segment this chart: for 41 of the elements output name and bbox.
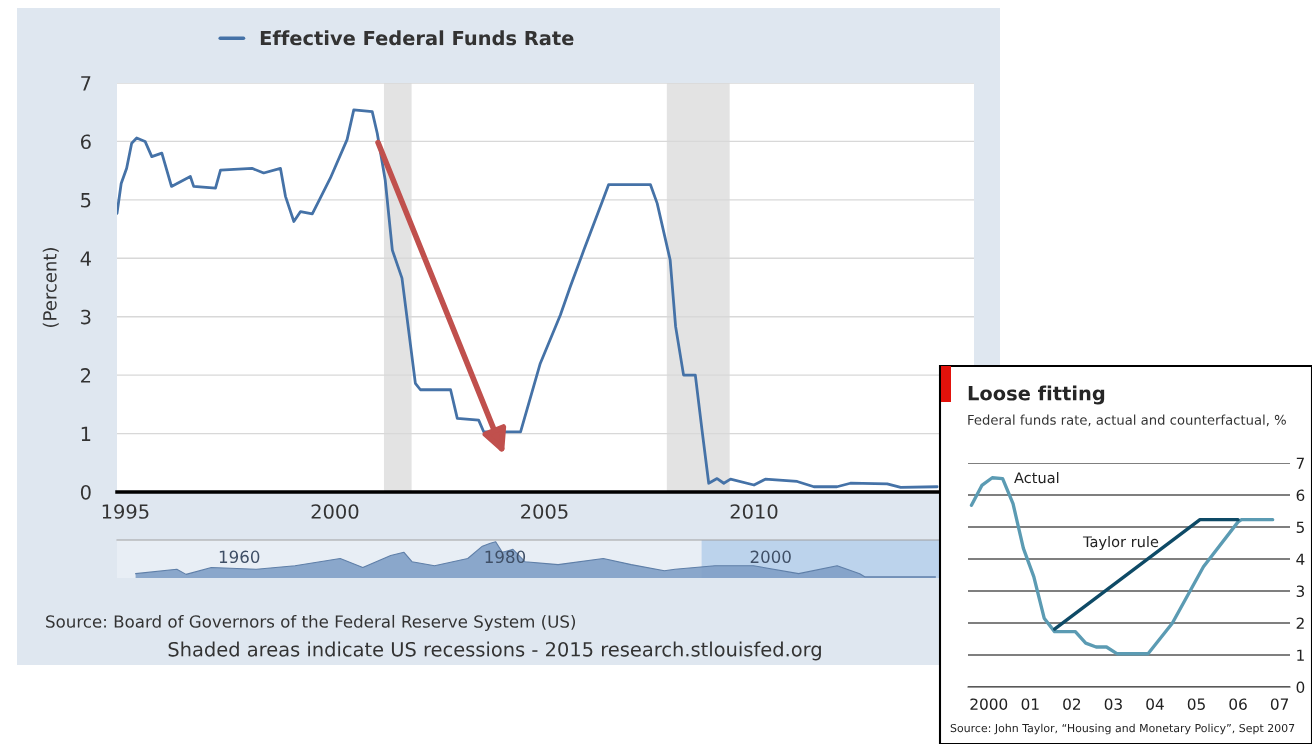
y-tick-label: 0 — [1296, 681, 1305, 694]
x-tick-label: 2000 — [750, 550, 791, 564]
y-tick-label: 0 — [80, 484, 91, 500]
annotation: Actual — [1014, 471, 1059, 484]
x-tick-label: 1960 — [219, 550, 260, 564]
chart-title: Loose fitting — [968, 385, 1105, 405]
source-note: Source: Board of Governors of the Federal Reserve System (US) — [46, 614, 576, 632]
x-tick-label: 2005 — [521, 504, 568, 519]
y-tick-label: 6 — [1296, 489, 1305, 502]
y-tick-label: 6 — [80, 134, 91, 150]
x-tick-label: 06 — [1229, 698, 1247, 710]
source-note: Source: John Taylor, “Housing and Monetary Policy”, Sept 2007 — [950, 723, 1295, 735]
y-tick-label: 2 — [81, 368, 91, 383]
text: Shaded areas indicate US recessions - 2015 research.stlouisfed.org — [168, 641, 821, 661]
y-tick-label: 4 — [80, 251, 91, 266]
x-tick-label: 2010 — [730, 504, 778, 519]
x-tick-label: 04 — [1146, 698, 1164, 710]
legend-label: Effective Federal Funds Rate — [260, 30, 574, 46]
y-tick-label: 5 — [1296, 521, 1304, 534]
x-tick-label: 1995 — [102, 504, 149, 519]
y-tick-label: 2 — [1296, 617, 1304, 629]
line-series — [117, 108, 939, 489]
y-tick-label: 5 — [81, 193, 91, 208]
y-tick-label: 7 — [1296, 457, 1304, 469]
x-tick-label: 2000 — [970, 698, 1008, 710]
x-tick-label: 1980 — [485, 550, 526, 564]
x-tick-label: 02 — [1063, 698, 1081, 710]
chart-subtitle: Federal funds rate, actual and counterfactual, % — [968, 414, 1286, 427]
x-tick-label: 03 — [1104, 698, 1122, 710]
x-tick-label: 01 — [1021, 698, 1039, 710]
y-axis-title: (Percent) — [42, 248, 59, 327]
x-tick-label: 2000 — [311, 504, 359, 519]
x-tick-label: 07 — [1270, 698, 1289, 710]
y-tick-label: 3 — [1296, 585, 1305, 598]
x-tick-label: 05 — [1187, 698, 1205, 710]
y-tick-label: 3 — [81, 309, 91, 325]
y-tick-label: 4 — [1296, 553, 1305, 565]
y-tick-label: 1 — [1297, 649, 1304, 661]
annotation: Taylor rule — [1082, 535, 1159, 551]
y-tick-label: 7 — [81, 76, 91, 91]
y-tick-label: 1 — [81, 426, 91, 441]
